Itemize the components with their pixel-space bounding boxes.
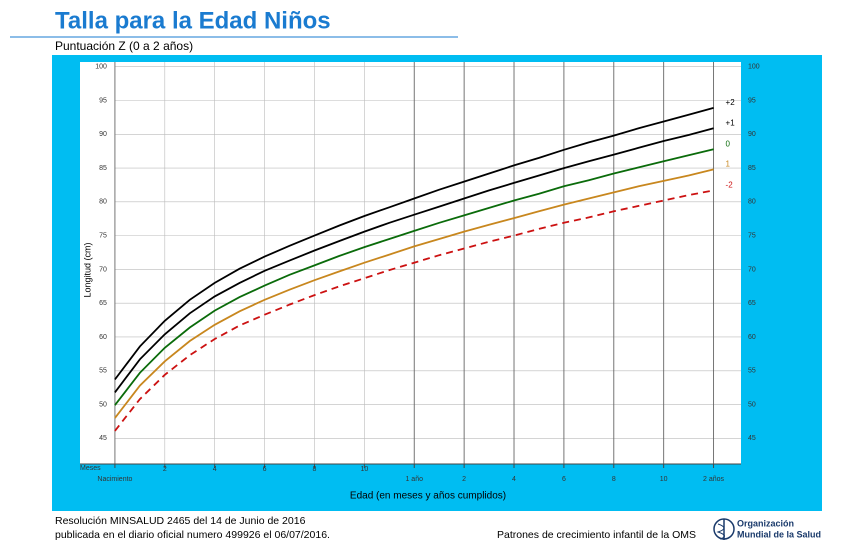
x-axis-label: Edad (en meses y años cumplidos) <box>350 491 506 502</box>
x-unit-label: Meses <box>80 465 101 472</box>
y-tick-label: 90 <box>748 131 756 138</box>
series-label: +2 <box>726 98 736 107</box>
x-tick-label: 4 <box>512 476 516 483</box>
y-tick-label: 60 <box>99 334 107 341</box>
x-tick-label: 2 años <box>703 476 725 483</box>
x-tick-label: 4 <box>213 466 217 473</box>
y-tick-label: 80 <box>99 199 107 206</box>
y-tick-label: 55 <box>99 368 107 375</box>
series-line <box>114 127 714 393</box>
y-tick-label: 75 <box>99 232 107 239</box>
y-axis-label: Longitud (cm) <box>82 242 92 297</box>
plot-area <box>80 62 741 464</box>
who-name: Organización <box>737 518 794 528</box>
y-tick-label: 65 <box>99 300 107 307</box>
x-tick-label: 10 <box>360 466 368 473</box>
y-tick-label: 95 <box>748 97 756 104</box>
y-tick-label: 85 <box>748 165 756 172</box>
series-label: +1 <box>726 118 736 127</box>
series-label: -2 <box>726 180 734 189</box>
y-tick-label: 100 <box>95 64 107 71</box>
who-logo <box>713 518 735 540</box>
series-line <box>114 168 714 419</box>
series-label: 0 <box>726 139 731 148</box>
x-tick-label: 6 <box>263 466 267 473</box>
x-tick-label: 1 año <box>405 476 423 483</box>
series-label: 1 <box>726 160 731 169</box>
footer-source: Patrones de crecimiento infantil de la O… <box>497 529 696 541</box>
y-tick-label: 85 <box>99 165 107 172</box>
x-tick-label: 6 <box>562 476 566 483</box>
chart-subtitle: Puntuación Z (0 a 2 años) <box>55 39 193 53</box>
x-tick-label: 8 <box>612 476 616 483</box>
y-tick-label: 95 <box>99 97 107 104</box>
x-tick-label: 2 <box>163 466 167 473</box>
series-line <box>114 189 714 432</box>
series-line <box>114 148 714 406</box>
x-tick-label: 8 <box>313 466 317 473</box>
y-tick-label: 55 <box>748 368 756 375</box>
y-tick-label: 60 <box>748 334 756 341</box>
y-tick-label: 45 <box>748 435 756 442</box>
x-tick-label: Nacimiento <box>97 476 132 483</box>
y-tick-label: 70 <box>748 266 756 273</box>
y-tick-label: 50 <box>748 401 756 408</box>
y-tick-label: 70 <box>99 266 107 273</box>
y-tick-label: 50 <box>99 401 107 408</box>
who-name: Mundial de la Salud <box>737 529 821 539</box>
y-tick-label: 100 <box>748 64 760 71</box>
x-tick-label: 2 <box>462 476 466 483</box>
series-line <box>114 107 714 381</box>
y-tick-label: 90 <box>99 131 107 138</box>
y-tick-label: 80 <box>748 199 756 206</box>
y-tick-label: 75 <box>748 232 756 239</box>
footer-text: Resolución MINSALUD 2465 del 14 de Junio… <box>55 515 306 527</box>
y-tick-label: 65 <box>748 300 756 307</box>
x-tick-label: 10 <box>660 476 668 483</box>
footer-text: publicada en el diario oficial numero 49… <box>55 529 330 541</box>
y-tick-label: 45 <box>99 435 107 442</box>
chart-title: Talla para la Edad Niños <box>55 7 331 34</box>
